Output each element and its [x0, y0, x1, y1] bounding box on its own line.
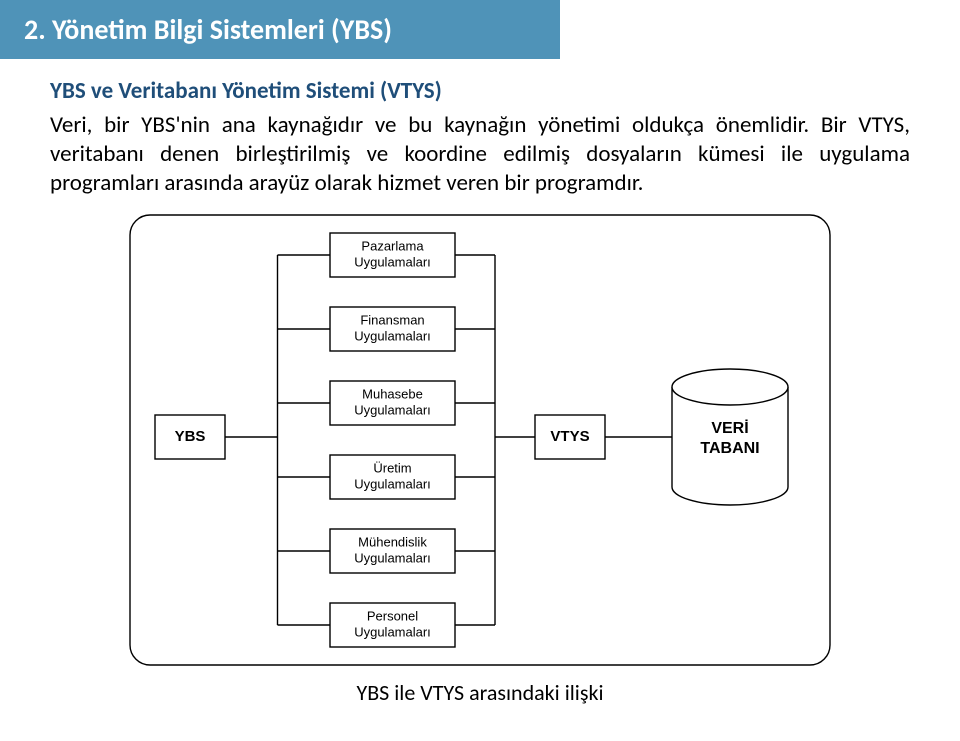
svg-text:Uygulamaları: Uygulamaları — [354, 551, 431, 566]
svg-text:VTYS: VTYS — [550, 428, 589, 445]
svg-text:VERİ: VERİ — [711, 419, 748, 437]
header-title: 2. Yönetim Bilgi Sistemleri (YBS) — [24, 12, 392, 47]
body-text: Veri, bir YBS'nin ana kaynağıdır ve bu k… — [50, 111, 910, 197]
svg-text:Finansman: Finansman — [360, 313, 424, 328]
svg-text:Mühendislik: Mühendislik — [358, 535, 427, 550]
svg-text:Uygulamaları: Uygulamaları — [354, 625, 431, 640]
svg-text:Uygulamaları: Uygulamaları — [354, 329, 431, 344]
diagram-caption: YBS ile VTYS arasındaki ilişki — [50, 679, 910, 706]
svg-text:YBS: YBS — [175, 428, 206, 445]
diagram-container: YBSVTYSVERİTABANIPazarlamaUygulamalarıFi… — [50, 205, 910, 675]
subtitle: YBS ve Veritabanı Yönetim Sistemi (VTYS) — [50, 77, 910, 105]
ybs-vtys-diagram: YBSVTYSVERİTABANIPazarlamaUygulamalarıFi… — [120, 205, 840, 675]
svg-text:TABANI: TABANI — [700, 440, 759, 457]
svg-text:Uygulamaları: Uygulamaları — [354, 477, 431, 492]
svg-text:Uygulamaları: Uygulamaları — [354, 403, 431, 418]
content-area: YBS ve Veritabanı Yönetim Sistemi (VTYS)… — [0, 59, 960, 706]
svg-text:Muhasebe: Muhasebe — [362, 387, 423, 402]
header-banner: 2. Yönetim Bilgi Sistemleri (YBS) — [0, 0, 560, 59]
svg-text:Personel: Personel — [367, 609, 418, 624]
svg-text:Uygulamaları: Uygulamaları — [354, 255, 431, 270]
svg-text:Pazarlama: Pazarlama — [361, 239, 424, 254]
svg-text:Üretim: Üretim — [373, 461, 411, 476]
